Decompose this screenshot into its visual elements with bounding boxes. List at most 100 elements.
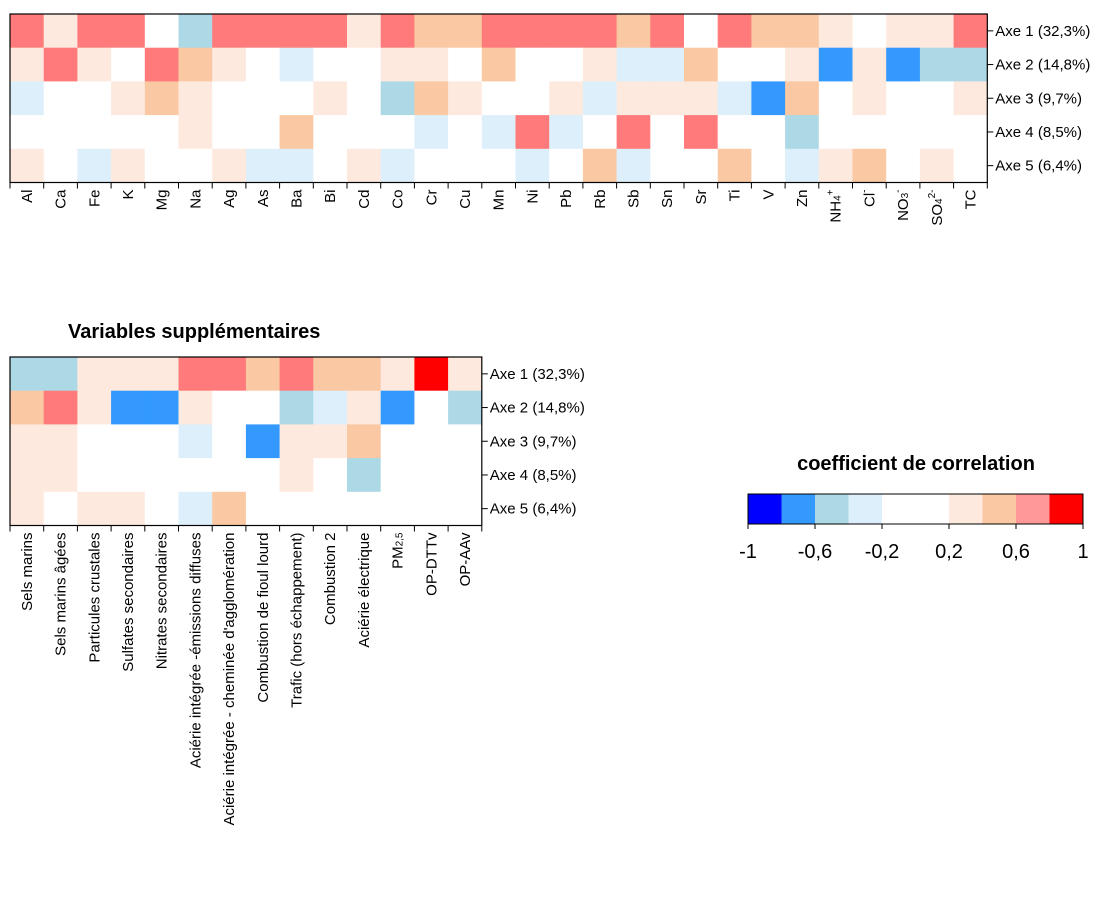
heatmap1-cell	[245, 115, 280, 150]
row-label: Axe 1 (32,3%)	[995, 23, 1090, 40]
heatmap2-cell	[144, 424, 179, 459]
heatmap1-cell	[818, 148, 853, 183]
heatmap2-cell	[313, 357, 348, 392]
heatmap1-cell	[549, 81, 584, 116]
column-label: OP-AAv	[457, 532, 474, 586]
heatmap2-cell	[77, 458, 112, 493]
heatmap1-cell	[414, 14, 449, 49]
heatmap2-cell	[448, 390, 483, 425]
heatmap1-cell	[178, 81, 213, 116]
heatmap1-cell	[212, 47, 247, 82]
heatmap2-cell	[347, 458, 382, 493]
heatmap2-cell	[279, 458, 314, 493]
heatmap1-cell	[347, 115, 382, 150]
row-label: Axe 4 (8,5%)	[995, 124, 1082, 141]
heatmap1-cell	[77, 47, 112, 82]
heatmap1-cell	[481, 148, 516, 183]
heatmap2-cell	[313, 458, 348, 493]
heatmap1-cell	[549, 47, 584, 82]
heatmap2-cell	[313, 491, 348, 526]
heatmap2-cell	[43, 458, 78, 493]
heatmap2-cell	[380, 390, 415, 425]
row-label: Axe 2 (14,8%)	[490, 400, 585, 417]
column-label: Cd	[356, 190, 373, 209]
heatmap1-cell	[77, 14, 112, 49]
heatmap1-cell	[751, 14, 786, 49]
heatmap1-cell	[650, 115, 685, 150]
column-label: OP-DTTv	[423, 532, 440, 596]
heatmap2-cell	[144, 458, 179, 493]
heatmap1-cell	[886, 14, 921, 49]
column-label: Ca	[53, 189, 70, 209]
heatmap1-cell	[279, 115, 314, 150]
column-label: Pb	[558, 190, 575, 208]
heatmap1-cell	[684, 14, 719, 49]
heatmap1-cell	[650, 47, 685, 82]
heatmap2-cell	[43, 424, 78, 459]
column-label: Combustion 2	[322, 533, 339, 626]
heatmap1-cell	[313, 115, 348, 150]
heatmap2-cell	[414, 357, 449, 392]
heatmap1-cell	[684, 148, 719, 183]
heatmap2-cell	[380, 357, 415, 392]
legend-frame	[747, 493, 1084, 525]
column-label: Sels marins	[19, 533, 36, 611]
heatmap1-cell	[245, 81, 280, 116]
heatmap1-cell	[717, 47, 752, 82]
heatmap1-cell	[448, 148, 483, 183]
heatmap1-cell	[717, 115, 752, 150]
legend-swatch	[882, 494, 916, 524]
heatmap1-cell	[144, 148, 179, 183]
heatmap1-cell	[616, 14, 651, 49]
heatmap1-cell	[582, 148, 617, 183]
legend-swatch	[1049, 494, 1084, 524]
heatmap1-cell	[785, 148, 820, 183]
heatmap1-cell	[43, 14, 78, 49]
heatmap1-cell	[111, 14, 146, 49]
column-label: NO3-	[893, 190, 912, 221]
column-label: NH4+	[826, 189, 845, 222]
column-label: Sr	[693, 189, 710, 204]
heatmap2-cell	[10, 491, 45, 526]
column-label: Al	[19, 190, 36, 203]
heatmap1-cell	[279, 148, 314, 183]
column-label: Mn	[491, 190, 508, 211]
heatmap1-cell	[549, 148, 584, 183]
heatmap1-cell	[111, 148, 146, 183]
heatmap1-cell	[919, 81, 954, 116]
heatmap1-cell	[347, 14, 382, 49]
legend-swatch	[781, 494, 816, 524]
heatmap1-cell	[515, 47, 550, 82]
heatmap2-cell	[448, 491, 483, 526]
heatmap2-cell	[448, 424, 483, 459]
heatmap1-cell	[549, 115, 584, 150]
heatmap1-cell	[279, 14, 314, 49]
heatmap1-cell	[953, 81, 988, 116]
heatmap1-cell	[10, 14, 45, 49]
heatmap1-cell	[10, 148, 45, 183]
heatmap-supplementary: Axe 1 (32,3%) Axe 2 (14,8%) Axe 3 (9,7%) Ax…	[9, 356, 585, 826]
heatmap2-cell	[178, 424, 213, 459]
legend-swatch	[949, 494, 983, 524]
column-label: Ti	[727, 190, 744, 202]
heatmap1-cell	[144, 115, 179, 150]
heatmap1-cell	[313, 14, 348, 49]
legend-swatch	[982, 494, 1017, 524]
column-label: Aciérie intégrée - cheminée d'agglomérat…	[221, 533, 238, 826]
column-label: Cu	[457, 190, 474, 209]
legend-swatch	[815, 494, 849, 524]
heatmap2-cell	[245, 424, 280, 459]
column-label: Sels marins âgées	[53, 533, 70, 656]
heatmap1-cell	[717, 81, 752, 116]
heatmap2-cell	[245, 491, 280, 526]
heatmap1-cell	[77, 115, 112, 150]
heatmap1-cell	[212, 115, 247, 150]
legend-tick-label: -0,6	[798, 541, 832, 563]
heatmap1-cell	[414, 148, 449, 183]
heatmap2-cell	[245, 458, 280, 493]
heatmap1-cell	[448, 14, 483, 49]
heatmap1-cell	[313, 148, 348, 183]
heatmap2-cell	[10, 357, 45, 392]
heatmap1-cell	[919, 148, 954, 183]
heatmap2-cell	[414, 491, 449, 526]
